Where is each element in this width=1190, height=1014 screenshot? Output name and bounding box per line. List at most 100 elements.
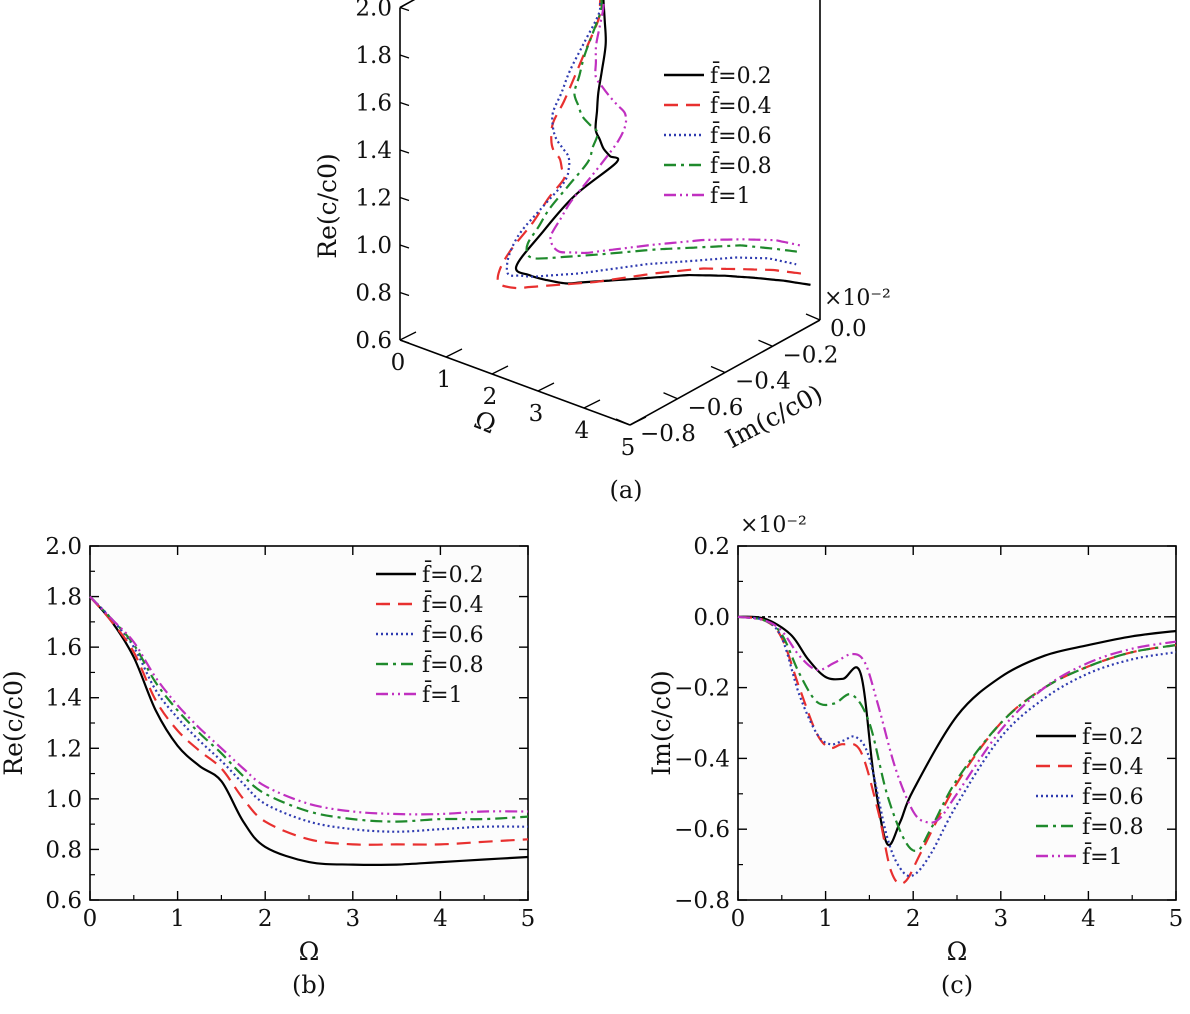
z-tick bbox=[399, 291, 410, 297]
x-tick-label: 0 bbox=[731, 906, 746, 932]
z-tick-label: 1.6 bbox=[355, 91, 392, 117]
x-tick-label: 3 bbox=[345, 906, 360, 932]
z-tick bbox=[399, 6, 410, 12]
3d-series-line-4 bbox=[525, 0, 802, 260]
y-tick-label: −0.8 bbox=[674, 888, 730, 914]
x-tick bbox=[399, 331, 417, 341]
x-tick-label: 4 bbox=[575, 418, 590, 444]
x-tick bbox=[537, 382, 555, 392]
z-tick bbox=[399, 196, 410, 202]
legend-label: f̄=0.4 bbox=[1082, 752, 1144, 780]
axis-multiplier: ×10⁻² bbox=[824, 286, 891, 311]
z-tick-label: 2.0 bbox=[355, 0, 392, 22]
y-tick-label: −0.2 bbox=[783, 342, 839, 368]
3d-series-line-2 bbox=[496, 0, 802, 290]
3d-series-line-5 bbox=[549, 0, 804, 255]
y-tick-label: 2.0 bbox=[45, 534, 82, 560]
legend-label: f̄=0.4 bbox=[422, 590, 484, 618]
y-tick-label: 0.8 bbox=[45, 837, 82, 863]
z-tick bbox=[399, 244, 410, 249]
x-tick-label: 5 bbox=[521, 906, 536, 932]
panel-caption: (a) bbox=[609, 476, 642, 504]
y-tick bbox=[710, 365, 726, 374]
legend-label: f̄=0.4 bbox=[710, 91, 772, 119]
y-tick-label: 0.0 bbox=[693, 605, 730, 631]
x-tick bbox=[629, 416, 647, 426]
3d-series-line-3 bbox=[505, 0, 797, 278]
z-tick-label: 0.8 bbox=[355, 281, 392, 307]
x-tick-label: 3 bbox=[529, 401, 544, 427]
z-tick bbox=[399, 339, 410, 344]
x-tick bbox=[445, 348, 463, 358]
legend-label: f̄=0.6 bbox=[710, 121, 772, 149]
axis-multiplier: ×10⁻² bbox=[740, 513, 807, 538]
3d-series-line-1 bbox=[514, 0, 811, 286]
legend-label: f̄=0.6 bbox=[1082, 782, 1144, 810]
legend-label: f̄=0.2 bbox=[1082, 722, 1144, 750]
legend-label: f̄=0.2 bbox=[422, 560, 484, 588]
legend-label: f̄=0.8 bbox=[1082, 812, 1144, 840]
x-tick-label: 1 bbox=[818, 906, 833, 932]
series-line-3 bbox=[89, 595, 529, 833]
y-tick-label: 1.6 bbox=[45, 635, 82, 661]
series-line-3 bbox=[737, 615, 1177, 878]
y-tick-label: 0.2 bbox=[693, 534, 730, 560]
series-line-1 bbox=[737, 615, 1177, 847]
panel-c-imag-part-chart: 0 1 2 3 4 5 −0.8 −0.6 −0.4 −0.2 0.0 0.2 Ω (c) Im(c/c0)… bbox=[647, 513, 1183, 999]
z-tick bbox=[399, 149, 410, 154]
series-line-4 bbox=[89, 595, 529, 823]
y-tick bbox=[758, 339, 773, 347]
legend-label: f̄=1 bbox=[422, 680, 463, 708]
y-tick-label: −0.2 bbox=[674, 676, 730, 702]
x-tick-label: 4 bbox=[1081, 906, 1096, 932]
series-line-5 bbox=[89, 595, 529, 816]
x-axis-label: Ω bbox=[470, 405, 500, 440]
x-axis-label: Ω bbox=[947, 937, 968, 966]
x-tick-label: 5 bbox=[1169, 906, 1184, 932]
legend-label: f̄=0.8 bbox=[422, 650, 484, 678]
y-tick-label: 1.4 bbox=[45, 686, 82, 712]
series-line-1 bbox=[89, 595, 529, 866]
series-line-5 bbox=[737, 615, 1177, 824]
z-tick-label: 0.6 bbox=[355, 328, 392, 354]
z-tick-label: 1.4 bbox=[355, 138, 392, 164]
x-tick-label: 2 bbox=[906, 906, 921, 932]
y-tick-label: −0.6 bbox=[674, 817, 730, 843]
x-tick bbox=[491, 365, 509, 375]
x-tick-label: 2 bbox=[258, 906, 273, 932]
y-tick bbox=[615, 418, 631, 426]
panel-a-3d-chart: 0.60.81.01.21.41.61.82.00123450.0−0.2−0.… bbox=[313, 0, 891, 504]
legend-label: f̄=1 bbox=[1082, 842, 1123, 870]
y-tick-label: 0.0 bbox=[830, 316, 867, 342]
legend-label: f̄=1 bbox=[710, 181, 751, 209]
y-tick-label: 0.6 bbox=[45, 888, 82, 914]
legend-label: f̄=0.2 bbox=[710, 61, 772, 89]
panel-b-real-part-chart: 0 1 2 3 4 5 0.6 0.8 1.0 1.2 1.4 1.6 1.8 2.0 Ω (b) Re(c/c… bbox=[0, 534, 535, 999]
x-tick-label: 2 bbox=[483, 384, 498, 410]
z-axis-label: Re(c/c0) bbox=[313, 153, 342, 258]
z-tick-label: 1.8 bbox=[355, 43, 392, 69]
box-edge bbox=[399, 339, 631, 426]
x-tick-label: 0 bbox=[391, 350, 406, 376]
legend-label: f̄=0.8 bbox=[710, 151, 772, 179]
box-edge bbox=[399, 0, 416, 9]
x-tick bbox=[583, 399, 601, 409]
legend-label: f̄=0.6 bbox=[422, 620, 484, 648]
y-tick-label: 1.8 bbox=[45, 585, 82, 611]
y-tick-label: 1.0 bbox=[45, 787, 82, 813]
x-axis-label: Ω bbox=[299, 937, 320, 966]
y-tick-label: −0.8 bbox=[640, 421, 696, 447]
x-tick-label: 1 bbox=[170, 906, 185, 932]
y-tick bbox=[663, 392, 678, 400]
z-tick-label: 1.2 bbox=[355, 186, 392, 212]
x-tick-label: 1 bbox=[437, 367, 452, 393]
y-axis-label: Im(c/c0) bbox=[647, 670, 676, 775]
panel-caption: (b) bbox=[292, 971, 326, 999]
x-tick-label: 0 bbox=[83, 906, 98, 932]
y-axis-label: Re(c/c0) bbox=[0, 670, 28, 775]
z-tick bbox=[399, 54, 410, 59]
panel-caption: (c) bbox=[941, 971, 973, 999]
z-tick bbox=[399, 101, 410, 107]
x-tick-label: 4 bbox=[433, 906, 448, 932]
